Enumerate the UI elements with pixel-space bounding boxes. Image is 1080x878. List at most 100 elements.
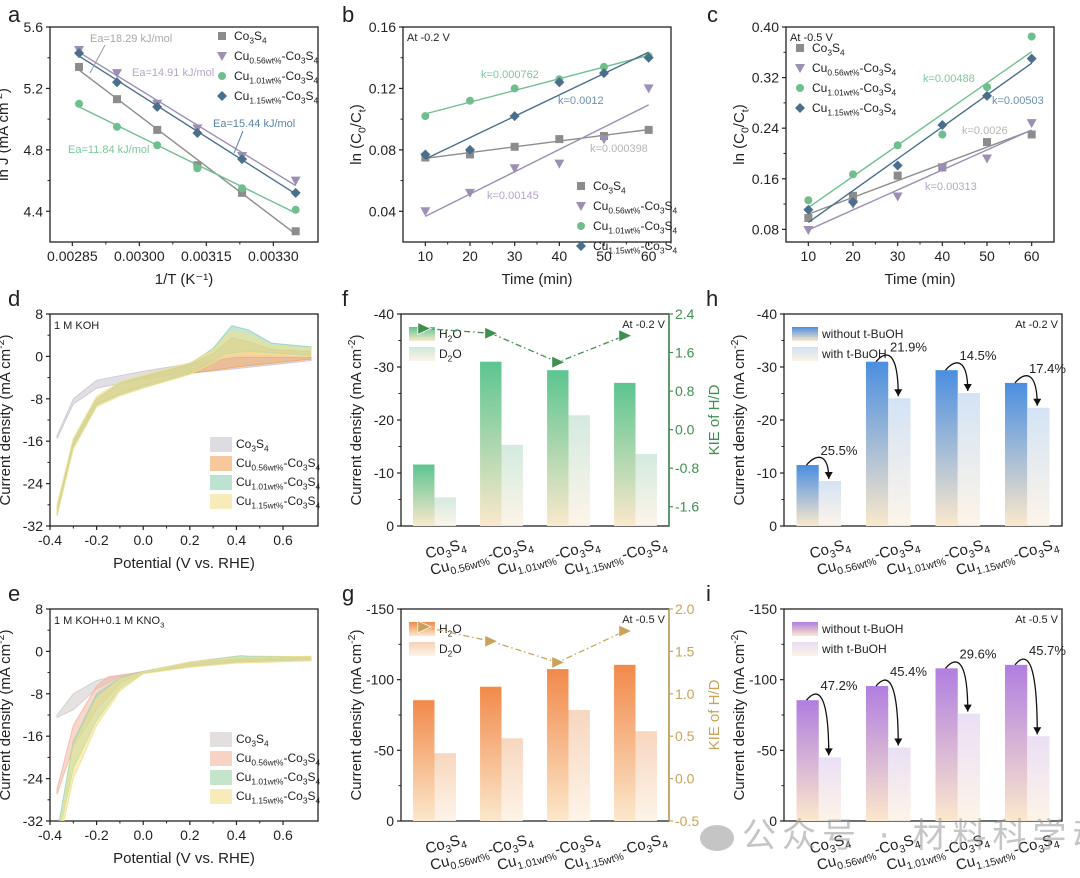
x-tick-label: 0.6 xyxy=(273,827,293,843)
bar xyxy=(818,480,841,526)
data-point xyxy=(1027,32,1036,41)
x-tick-label: 0.00285 xyxy=(47,248,98,264)
panel-letter: a xyxy=(8,2,21,27)
y-tick-label: -20 xyxy=(757,412,777,428)
annotation: Ea=18.29 kJ/mol xyxy=(90,33,172,45)
annotation: k=0.00313 xyxy=(925,181,977,193)
y2-tick-label: -1.6 xyxy=(675,499,699,515)
y2-axis-label: KIE of H/D xyxy=(706,384,723,455)
legend-label: D2​O xyxy=(439,642,462,659)
kie-marker xyxy=(417,321,432,336)
y-tick-label: -150 xyxy=(366,601,394,617)
data-point xyxy=(291,205,300,214)
wechat-icon xyxy=(700,824,734,851)
y-axis-label: Current density (mA cm-2​) xyxy=(346,629,365,800)
data-point xyxy=(892,192,903,202)
annotation: k=0.00503 xyxy=(992,95,1044,107)
x-tick-label: 60 xyxy=(1024,248,1040,264)
data-point xyxy=(465,144,475,155)
data-point xyxy=(643,52,654,63)
y-tick-label: -100 xyxy=(366,672,394,688)
legend-label: with t-BuOH xyxy=(821,642,887,656)
y-tick-label: 4.8 xyxy=(24,142,44,158)
drop-percentage: 21.9% xyxy=(890,340,927,355)
cv-areas xyxy=(56,325,312,516)
y2-tick-label: -0.5 xyxy=(675,813,699,829)
arrow-head xyxy=(894,389,903,397)
y-tick-label: 5.2 xyxy=(24,80,44,96)
fit-line xyxy=(808,129,1032,231)
legend-label: without t-BuOH xyxy=(821,622,903,636)
kie-marker xyxy=(484,634,499,648)
data-point xyxy=(644,125,653,134)
legend-swatch xyxy=(210,456,232,471)
plot-frame xyxy=(49,26,319,243)
legend-label: Co3​S4​ xyxy=(236,732,269,749)
series-3 xyxy=(420,51,654,160)
x-tick-label: 0.00315 xyxy=(181,248,232,264)
x-tick-label: -0.2 xyxy=(85,532,109,548)
x-tick-label: 10 xyxy=(418,248,434,264)
data-point xyxy=(290,176,301,186)
data-point xyxy=(421,112,430,121)
kie-line xyxy=(423,327,626,363)
data-point xyxy=(509,164,520,174)
y-tick-label: -150 xyxy=(749,601,777,617)
bar xyxy=(1027,736,1050,821)
annotation: k=0.0026 xyxy=(962,125,1008,137)
legend-label: Cu1.01wt%​-Co3​S4​ xyxy=(236,770,321,787)
panel-f: f 0 -10 -20 -30 -40 Current density (mA cm-2​)… xyxy=(342,286,723,579)
condition-label: At -0.2 V xyxy=(1015,319,1058,331)
y-tick-label: 0 xyxy=(386,518,394,534)
fit-line xyxy=(425,128,649,160)
fit-line xyxy=(807,62,1033,224)
y2-tick-label: 1.6 xyxy=(675,345,695,361)
y-tick-label: 4.4 xyxy=(24,203,44,219)
data-point xyxy=(849,170,857,179)
annotation: k=0.000398 xyxy=(590,143,648,155)
x-tick-label: 0.00330 xyxy=(248,248,299,264)
y-tick-label: 0.16 xyxy=(752,171,779,187)
condition-label: 1 M KOH+0.1 M KNO3​ xyxy=(54,615,164,629)
bar xyxy=(547,669,569,821)
data-point xyxy=(643,84,654,94)
fit-line xyxy=(425,51,649,160)
data-point xyxy=(599,135,609,145)
cv-loop xyxy=(61,655,312,821)
x-tick-label: 0.0 xyxy=(133,532,153,548)
y-tick-label: 5.6 xyxy=(24,19,44,35)
legend-label: Cu1.15wt%​-Co3​S4​ xyxy=(234,89,319,106)
fit-line xyxy=(78,55,297,195)
cv-areas xyxy=(56,655,312,821)
x-tick-label: 40 xyxy=(935,248,951,264)
legend-marker xyxy=(218,32,226,40)
panel-letter: i xyxy=(706,581,711,606)
panel-d: d -32 -24 -16 -8 0 8 -0.4 -0.2 0.0 0.2 0.4 0.6 Potent… xyxy=(0,286,321,572)
legend-label: Cu0.56wt%​-Co3​S4​ xyxy=(236,751,321,768)
y-tick-label: -16 xyxy=(23,433,43,449)
series-2 xyxy=(75,99,300,214)
cv-loop xyxy=(56,330,312,516)
series-2 xyxy=(421,52,653,121)
data-point xyxy=(237,154,248,165)
y-tick-label: -30 xyxy=(757,359,777,375)
bar xyxy=(1005,664,1028,821)
data-point xyxy=(420,149,431,160)
y2-tick-label: 1.0 xyxy=(675,686,695,702)
data-point xyxy=(113,95,121,104)
y-tick-label: -16 xyxy=(23,728,43,744)
data-point xyxy=(982,90,992,101)
bar xyxy=(547,370,569,526)
bar xyxy=(568,415,590,526)
category-label: Cu1.15wt%​-Co3​S4​ xyxy=(562,830,669,877)
kie-marker xyxy=(618,624,633,638)
legend-label: Cu1.01wt%​-Co3​S4​ xyxy=(593,219,678,236)
legend-marker xyxy=(218,72,226,80)
legend-marker xyxy=(796,84,804,92)
y-tick-label: 0 xyxy=(35,348,43,364)
legend-label: Co3​S4​ xyxy=(812,41,845,58)
bar xyxy=(635,731,657,821)
legend-swatch xyxy=(792,347,818,361)
data-point xyxy=(555,135,564,144)
